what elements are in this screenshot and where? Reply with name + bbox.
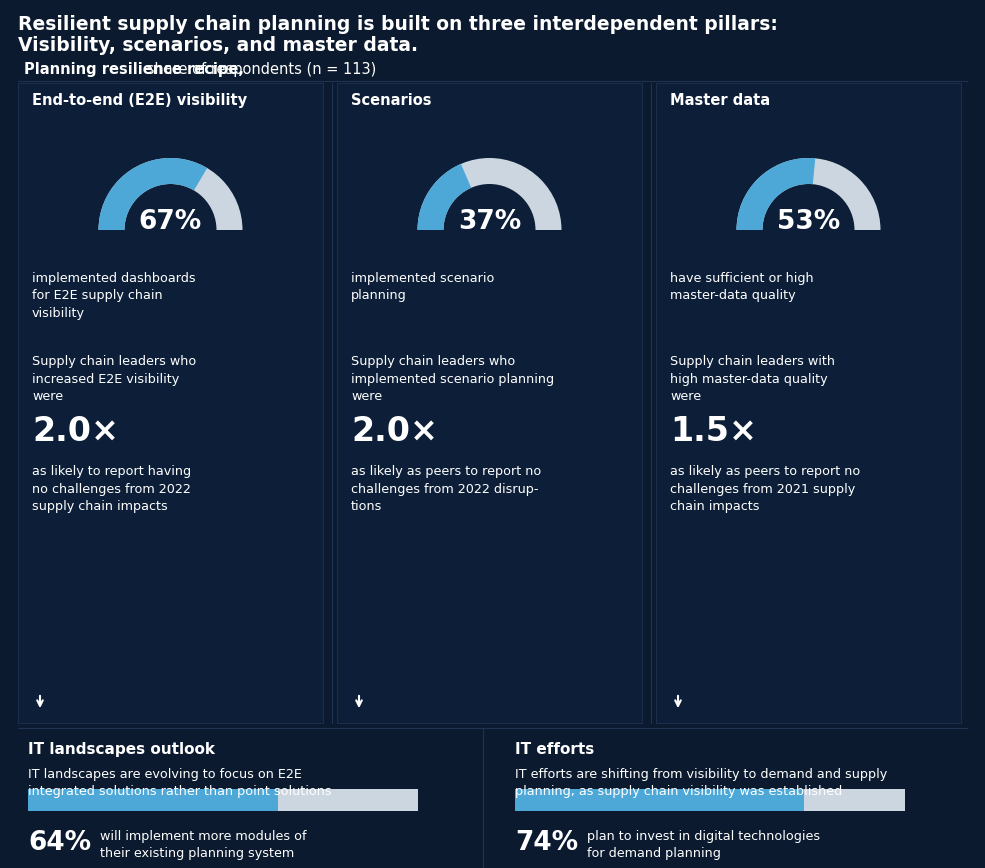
Bar (18, 83, 323, 723)
Bar (28, 789, 278, 811)
Text: End-to-end (E2E) visibility: End-to-end (E2E) visibility (32, 93, 247, 108)
Text: Resilient supply chain planning is built on three interdependent pillars:: Resilient supply chain planning is built… (18, 15, 778, 34)
Bar (515, 789, 905, 811)
Text: IT landscapes outlook: IT landscapes outlook (28, 742, 215, 757)
Text: 53%: 53% (777, 209, 840, 235)
Text: implemented dashboards
for E2E supply chain
visibility: implemented dashboards for E2E supply ch… (32, 272, 196, 320)
Text: plan to invest in digital technologies
for demand planning: plan to invest in digital technologies f… (587, 830, 821, 860)
Text: implemented scenario
planning: implemented scenario planning (351, 272, 494, 303)
Text: 37%: 37% (458, 209, 521, 235)
Wedge shape (737, 158, 816, 230)
Text: 74%: 74% (515, 830, 578, 856)
Text: Supply chain leaders who
increased E2E visibility
were: Supply chain leaders who increased E2E v… (32, 355, 196, 403)
Text: have sufficient or high
master-data quality: have sufficient or high master-data qual… (670, 272, 814, 303)
Bar (28, 789, 418, 811)
Text: as likely as peers to report no
challenges from 2022 disrup-
tions: as likely as peers to report no challeng… (351, 465, 541, 513)
Text: Scenarios: Scenarios (351, 93, 431, 108)
Text: 2.0×: 2.0× (32, 415, 119, 448)
Text: Visibility, scenarios, and master data.: Visibility, scenarios, and master data. (18, 36, 418, 55)
Text: IT landscapes are evolving to focus on E2E
integrated solutions rather than poin: IT landscapes are evolving to focus on E… (28, 768, 332, 799)
Text: as likely as peers to report no
challenges from 2021 supply
chain impacts: as likely as peers to report no challeng… (670, 465, 860, 513)
Text: will implement more modules of
their existing planning system: will implement more modules of their exi… (100, 830, 306, 860)
Text: 64%: 64% (28, 830, 92, 856)
Wedge shape (737, 158, 881, 230)
Text: 1.5×: 1.5× (670, 415, 757, 448)
Bar (656, 83, 961, 723)
Text: Master data: Master data (670, 93, 770, 108)
Text: IT efforts are shifting from visibility to demand and supply
planning, as supply: IT efforts are shifting from visibility … (515, 768, 887, 799)
Wedge shape (418, 164, 471, 230)
Text: share of respondents (n = 113): share of respondents (n = 113) (142, 62, 376, 77)
Text: as likely to report having
no challenges from 2022
supply chain impacts: as likely to report having no challenges… (32, 465, 191, 513)
Wedge shape (98, 158, 207, 230)
Text: Supply chain leaders who
implemented scenario planning
were: Supply chain leaders who implemented sce… (351, 355, 555, 403)
Text: Supply chain leaders with
high master-data quality
were: Supply chain leaders with high master-da… (670, 355, 835, 403)
Bar (337, 83, 642, 723)
Text: 2.0×: 2.0× (351, 415, 438, 448)
Wedge shape (98, 158, 242, 230)
Bar (515, 789, 804, 811)
Text: 67%: 67% (139, 209, 202, 235)
Text: IT efforts: IT efforts (515, 742, 594, 757)
Wedge shape (418, 158, 561, 230)
Text: Planning resilience recipe,: Planning resilience recipe, (24, 62, 244, 77)
